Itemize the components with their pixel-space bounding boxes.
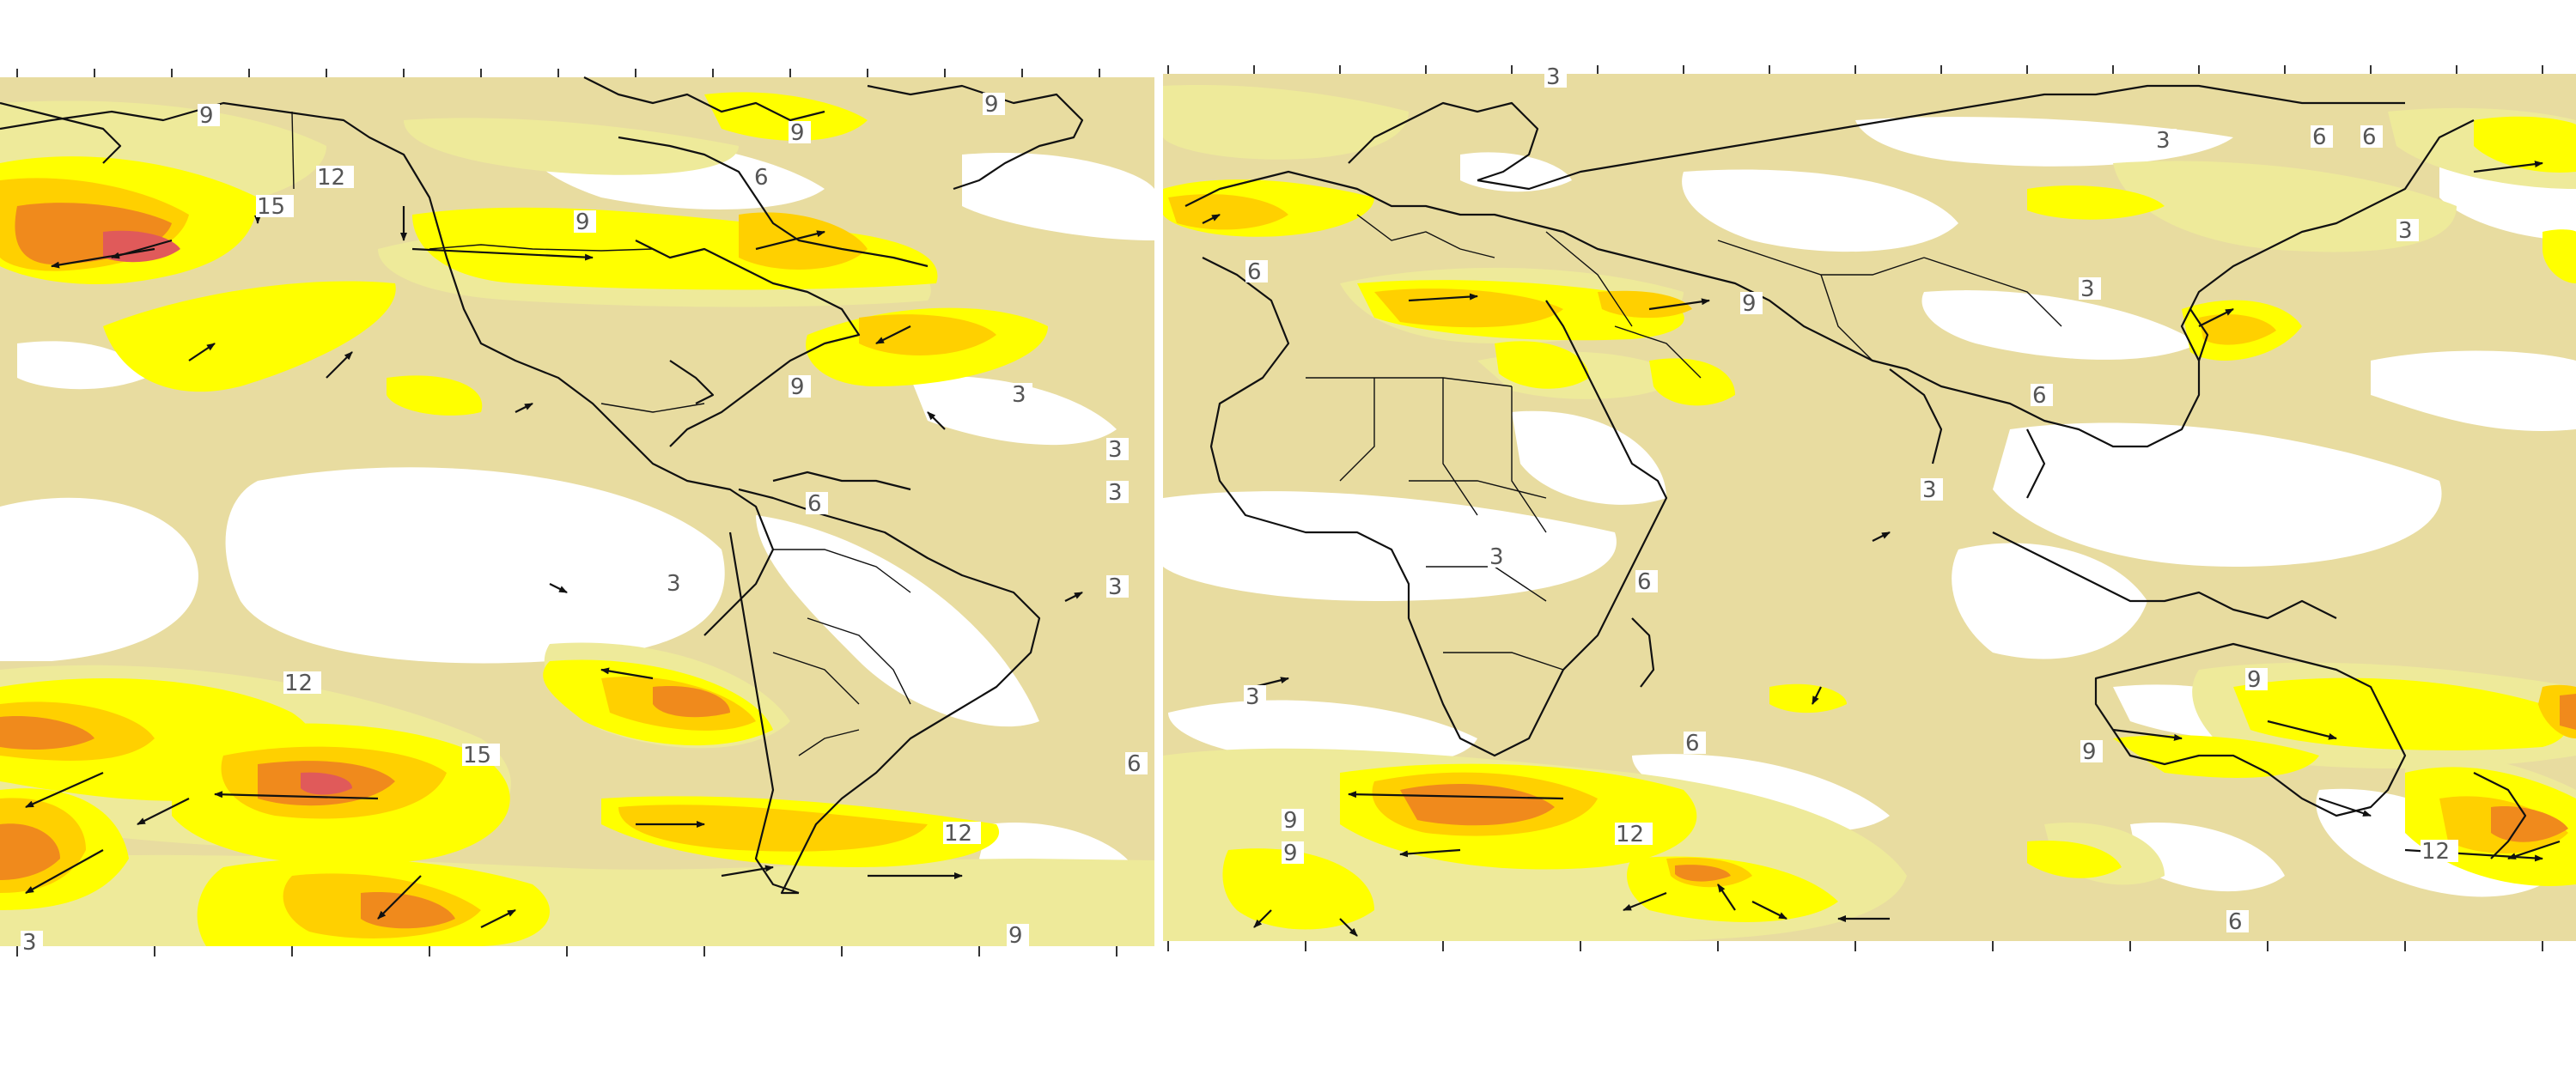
svg-text:6: 6: [1685, 731, 1700, 756]
contour-label: 9: [983, 92, 1005, 118]
svg-text:3: 3: [1108, 480, 1123, 506]
svg-text:12: 12: [317, 165, 345, 191]
svg-text:3: 3: [1922, 477, 1937, 503]
svg-text:3: 3: [1012, 382, 1026, 408]
svg-text:6: 6: [1127, 751, 1142, 777]
contour-label: 15: [462, 743, 500, 768]
svg-text:6: 6: [754, 165, 769, 191]
contour-label: 12: [943, 821, 981, 847]
svg-text:9: 9: [790, 374, 805, 400]
eastern-filled-contours: [1163, 74, 2576, 941]
svg-text:3: 3: [1108, 437, 1123, 463]
svg-text:15: 15: [257, 194, 285, 220]
contour-label: 9: [789, 120, 811, 146]
svg-text:6: 6: [807, 491, 822, 517]
contour-label: 9: [1740, 291, 1763, 317]
contour-label: 9: [1282, 841, 1304, 866]
contour-label: 9: [2080, 739, 2103, 765]
svg-text:12: 12: [284, 671, 313, 696]
svg-text:9: 9: [1283, 841, 1298, 866]
contour-label: 6: [2360, 124, 2383, 150]
contour-label: 6: [2226, 909, 2249, 935]
eastern-contour-labels: 3 6 6 3 6 9 3 6 3 3 6 3 6 9 9 12 9 9 12 …: [1244, 64, 2458, 935]
contour-label: 3: [1488, 544, 1510, 570]
svg-text:12: 12: [944, 821, 972, 847]
svg-text:9: 9: [2082, 739, 2097, 765]
svg-text:9: 9: [1008, 923, 1023, 949]
svg-text:6: 6: [2228, 909, 2243, 935]
svg-text:9: 9: [2247, 667, 2262, 693]
eastern-axis-ticks: [1167, 65, 2543, 951]
contour-label: 3: [2079, 276, 2101, 302]
contour-label: 3: [1010, 382, 1032, 408]
svg-text:9: 9: [1283, 808, 1298, 834]
contour-label: 9: [574, 210, 596, 235]
svg-text:3: 3: [2156, 128, 2171, 154]
svg-text:3: 3: [1546, 64, 1561, 90]
svg-text:12: 12: [2421, 839, 2450, 865]
svg-text:3: 3: [2080, 276, 2095, 302]
contour-label: 3: [1921, 477, 1943, 503]
contour-label: 9: [789, 374, 811, 400]
contour-label: 3: [1244, 684, 1266, 710]
svg-text:6: 6: [2362, 124, 2377, 150]
contour-label: 6: [806, 491, 828, 517]
contour-label: 3: [21, 930, 43, 956]
contour-label: 3: [1106, 437, 1129, 463]
western-hemisphere-panel: 9 9 6 12 15 9 9 9 3 3 6 3 3 3 12 15 12 6…: [0, 69, 1154, 957]
svg-text:12: 12: [1616, 822, 1644, 847]
contour-label: 3: [2154, 128, 2177, 154]
contour-label: 12: [283, 671, 321, 696]
svg-text:3: 3: [1108, 574, 1123, 600]
contour-label: 9: [198, 103, 220, 129]
western-wind-vectors: [25, 197, 1083, 928]
western-coastlines: [0, 76, 1084, 895]
western-country-borders: [291, 111, 911, 756]
svg-text:6: 6: [1637, 569, 1652, 595]
contour-label: 6: [1684, 731, 1706, 756]
contour-label: 6: [1635, 569, 1658, 595]
contour-label: 12: [316, 165, 354, 191]
eastern-hemisphere-panel: 3 6 6 3 6 9 3 6 3 3 6 3 6 9 9 12 9 9 12 …: [1163, 64, 2576, 951]
svg-text:3: 3: [667, 571, 681, 597]
contour-label: 3: [665, 571, 687, 597]
contour-label: 3: [1106, 480, 1129, 506]
contour-label: 3: [1544, 64, 1567, 90]
contour-label: 12: [2421, 839, 2458, 865]
contour-label: 3: [2396, 218, 2419, 244]
svg-text:15: 15: [463, 743, 491, 768]
contour-label: 6: [2311, 124, 2333, 150]
contour-label: 15: [256, 194, 294, 220]
eastern-coastlines: [1184, 84, 2527, 859]
contour-label: 12: [1615, 822, 1653, 847]
svg-text:6: 6: [1247, 259, 1262, 285]
svg-text:3: 3: [22, 930, 37, 956]
svg-text:3: 3: [1489, 544, 1504, 570]
contour-label: 6: [2031, 383, 2053, 409]
svg-text:9: 9: [1742, 291, 1757, 317]
svg-text:9: 9: [199, 103, 214, 129]
contour-label: 6: [1125, 751, 1148, 777]
svg-text:9: 9: [575, 210, 590, 235]
svg-text:3: 3: [2398, 218, 2413, 244]
contour-label: 6: [1245, 259, 1268, 285]
contour-label: 9: [1282, 808, 1304, 834]
svg-text:9: 9: [984, 92, 999, 118]
contour-label: 6: [752, 165, 775, 191]
contour-label: 9: [1007, 923, 1029, 949]
contour-label: 9: [2245, 667, 2268, 693]
svg-text:9: 9: [790, 120, 805, 146]
western-contour-labels: 9 9 6 12 15 9 9 9 3 3 6 3 3 3 12 15 12 6…: [21, 92, 1148, 956]
eastern-wind-vectors: [1202, 161, 2561, 937]
western-axis-ticks: [16, 69, 1117, 957]
svg-text:6: 6: [2312, 124, 2327, 150]
contour-label: 3: [1106, 574, 1129, 600]
svg-text:6: 6: [2032, 383, 2047, 409]
western-filled-contours: [0, 77, 1154, 946]
svg-text:3: 3: [1245, 684, 1260, 710]
